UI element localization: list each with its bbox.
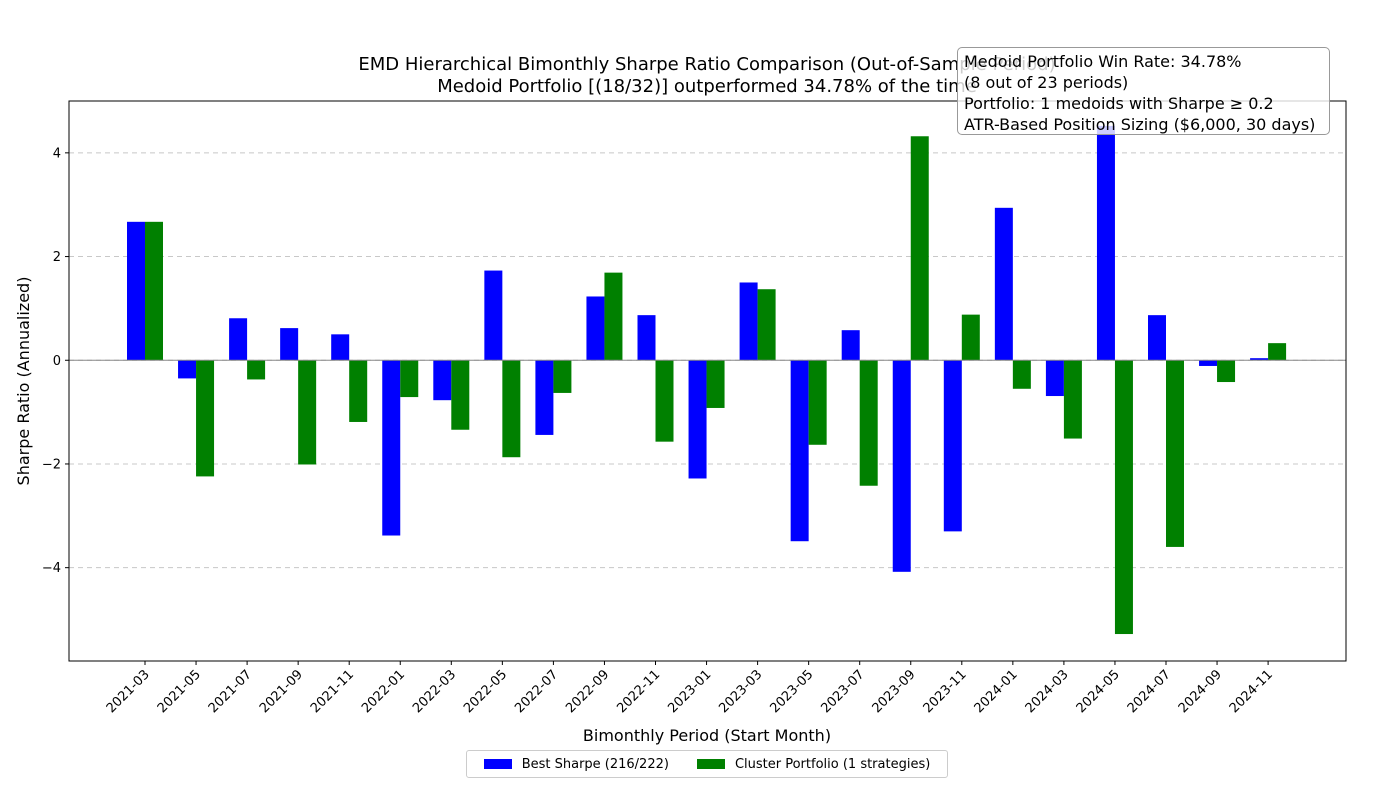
bar-best-sharpe xyxy=(739,282,758,361)
bar-best-sharpe xyxy=(1096,125,1115,361)
x-tick-label: 2023-11 xyxy=(921,667,970,716)
bar-cluster-portfolio xyxy=(145,221,163,361)
x-tick-label: 2021-09 xyxy=(257,667,306,716)
bar-cluster-portfolio xyxy=(400,360,419,398)
bar-best-sharpe xyxy=(586,296,605,361)
bar-best-sharpe xyxy=(790,360,809,542)
y-ticks: −4 −2 0 2 4 xyxy=(42,146,69,576)
bar-cluster-portfolio xyxy=(553,360,572,393)
bar-cluster-portfolio xyxy=(349,360,368,422)
bar-cluster-portfolio xyxy=(196,360,215,477)
x-tick-label: 2024-05 xyxy=(1074,667,1123,716)
x-tick-label: 2023-07 xyxy=(819,667,868,716)
annotation-line: Portfolio: 1 medoids with Sharpe ≥ 0.2 xyxy=(964,94,1274,113)
bar-best-sharpe xyxy=(637,315,656,361)
legend-label: Best Sharpe (216/222) xyxy=(521,756,669,772)
bar-best-sharpe xyxy=(1148,315,1166,361)
bar-best-sharpe xyxy=(1250,358,1269,361)
legend-swatch xyxy=(483,759,512,769)
bar-best-sharpe xyxy=(688,360,707,479)
bar-best-sharpe xyxy=(1045,360,1064,397)
x-tick-label: 2021-05 xyxy=(155,667,204,716)
bar-cluster-portfolio xyxy=(961,314,980,361)
x-tick-label: 2022-01 xyxy=(359,667,408,716)
x-tick-label: 2023-03 xyxy=(716,667,765,716)
bar-best-sharpe xyxy=(1199,360,1218,366)
bar-cluster-portfolio xyxy=(706,360,725,408)
bar-cluster-portfolio xyxy=(808,360,827,445)
x-tick-label: 2021-03 xyxy=(104,667,153,716)
bar-best-sharpe xyxy=(994,207,1013,361)
legend-label: Cluster Portfolio (1 strategies) xyxy=(734,756,931,772)
x-tick-label: 2024-01 xyxy=(972,667,1021,716)
bar-cluster-portfolio xyxy=(1217,360,1236,383)
x-axis-label: Bimonthly Period (Start Month) xyxy=(583,726,831,745)
x-tick-label: 2023-09 xyxy=(870,667,919,716)
bar-cluster-portfolio xyxy=(757,289,776,361)
x-tick-label: 2022-11 xyxy=(614,667,663,716)
bar-best-sharpe xyxy=(178,360,197,379)
bar-best-sharpe xyxy=(535,360,554,435)
bar-cluster-portfolio xyxy=(655,360,674,442)
y-tick-label: −4 xyxy=(42,561,61,576)
x-tick-label: 2022-07 xyxy=(512,667,561,716)
y-tick-label: 2 xyxy=(53,250,61,265)
annotation-line: Medoid Portfolio Win Rate: 34.78% xyxy=(964,52,1242,71)
bar-cluster-portfolio xyxy=(502,360,521,458)
bar-cluster-portfolio xyxy=(1063,360,1082,439)
y-tick-label: −2 xyxy=(42,457,61,472)
bar-cluster-portfolio xyxy=(910,136,929,361)
x-tick-label: 2024-11 xyxy=(1227,667,1276,716)
bar-best-sharpe xyxy=(280,328,299,361)
x-tick-label: 2024-07 xyxy=(1125,667,1174,716)
bar-best-sharpe xyxy=(331,334,350,361)
x-tick-label: 2022-09 xyxy=(563,667,612,716)
x-tick-label: 2022-03 xyxy=(410,667,459,716)
bar-best-sharpe xyxy=(943,360,962,532)
annotation-line: (8 out of 23 periods) xyxy=(964,73,1129,92)
x-ticks: 2021-03 2021-05 2021-07 2021-09 2021-11 2022-… xyxy=(104,661,1276,716)
annotation-line: ATR-Based Position Sizing ($6,000, 30 da… xyxy=(964,115,1316,134)
x-tick-label: 2023-01 xyxy=(665,667,714,716)
bar-best-sharpe xyxy=(433,360,452,401)
plot-frame xyxy=(68,100,1347,662)
bar-best-sharpe xyxy=(892,360,911,572)
legend-swatch xyxy=(696,759,725,769)
bar-cluster-portfolio xyxy=(298,360,317,465)
chart-title-line2: Medoid Portfolio [(18/32)] outperformed … xyxy=(437,76,977,97)
x-tick-label: 2024-09 xyxy=(1176,667,1225,716)
bar-best-sharpe xyxy=(127,221,145,361)
x-tick-label: 2021-07 xyxy=(206,667,255,716)
y-axis-label: Sharpe Ratio (Annualized) xyxy=(14,277,33,486)
bar-cluster-portfolio xyxy=(604,272,623,361)
legend: Best Sharpe (216/222) Cluster Portfolio … xyxy=(466,750,948,778)
x-tick-label: 2021-11 xyxy=(308,667,357,716)
x-tick-label: 2022-05 xyxy=(461,667,510,716)
y-tick-label: 4 xyxy=(53,146,61,161)
bars xyxy=(127,125,1287,635)
x-tick-label: 2023-05 xyxy=(767,667,816,716)
bar-best-sharpe xyxy=(229,318,248,361)
legend-entry-cluster-portfolio: Cluster Portfolio (1 strategies) xyxy=(696,756,931,772)
y-tick-label: 0 xyxy=(53,354,61,369)
bar-cluster-portfolio xyxy=(451,360,470,430)
bar-cluster-portfolio xyxy=(1166,360,1184,547)
bar-cluster-portfolio xyxy=(859,360,878,486)
bar-cluster-portfolio xyxy=(1012,360,1031,389)
chart-title-line1: EMD Hierarchical Bimonthly Sharpe Ratio … xyxy=(358,54,1055,75)
bar-cluster-portfolio xyxy=(247,360,266,380)
bar-best-sharpe xyxy=(484,270,503,361)
bar-cluster-portfolio xyxy=(1114,360,1133,635)
legend-entry-best-sharpe: Best Sharpe (216/222) xyxy=(483,756,669,772)
win-rate-annotation: Medoid Portfolio Win Rate: 34.78% (8 out… xyxy=(957,47,1330,135)
bar-cluster-portfolio xyxy=(1268,343,1287,361)
bar-best-sharpe xyxy=(841,330,860,361)
x-tick-label: 2024-03 xyxy=(1023,667,1072,716)
bar-best-sharpe xyxy=(382,360,401,536)
